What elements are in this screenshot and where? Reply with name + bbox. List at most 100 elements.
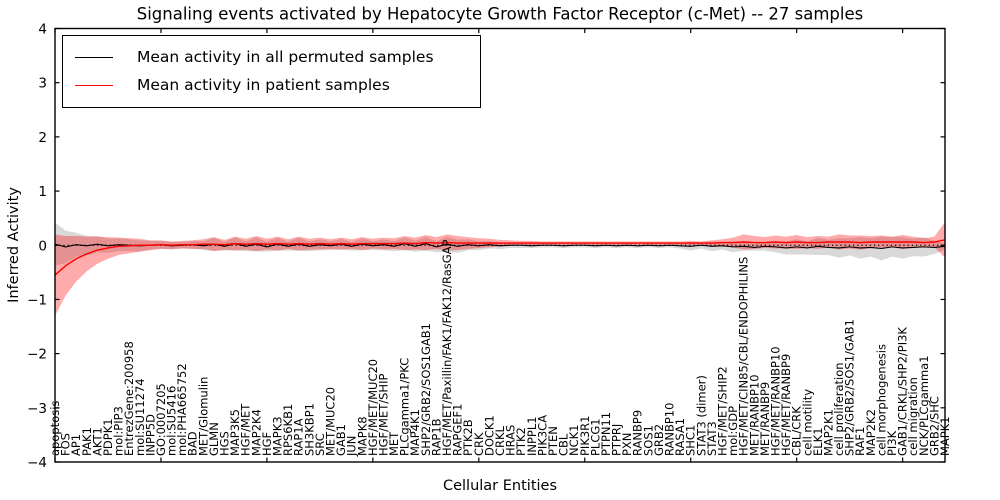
x-tick-label: BAD [186,431,200,456]
x-tick-label: JUN [345,436,359,457]
x-tick-label: SHP2/GRB2/SOS1GAB1 [419,323,433,456]
x-tick-label: HGF/MET/Paxillin/FAK1/FAK12/RasGAP [440,239,454,456]
x-tick-label: cell motility [800,389,814,456]
x-tick-label: SHP2/GRB2/SOS1/GAB1 [843,319,857,456]
patient-mean-line [54,239,946,276]
x-tick-label: RASA1 [673,418,687,456]
x-tick-label: DOCK1 [482,415,496,456]
x-tick-label: GRB2/SHC [927,396,941,456]
x-tick-label: AKT1 [90,427,104,456]
x-tick-label: MAP2K4 [249,409,263,456]
y-tick-label: 3 [38,76,47,92]
x-tick-label: SH3KBP1 [302,403,316,456]
x-tick-label: MET/MUC20 [323,387,337,456]
x-tick-label: PAK1 [80,427,94,456]
y-axis-label: Inferred Activity [6,187,22,303]
x-tick-label: PLCG1 [588,418,602,456]
x-tick-label: INPP5D [143,414,157,456]
x-tick-label: PTPRJ [610,424,624,456]
x-tick-label: FOS [59,433,73,456]
x-tick-label: SRC [313,433,327,456]
x-tick-label: PXN [620,433,634,456]
y-tick-label: 0 [38,238,47,254]
x-tick-label: STAT3 [705,421,719,456]
x-tick-label: MET/RANBP9 [758,382,772,456]
patient-band [55,221,945,316]
legend-entry-patient: Mean activity in patient samples [75,71,434,99]
x-tick-label: RANBP10 [663,403,677,456]
x-tick-label: PIK3R1 [578,416,592,457]
permuted-band [55,222,945,266]
x-tick-label: HGF/MET/MUC20 [366,359,380,456]
x-tick-label: GAB1 [334,424,348,456]
x-tick-label: RAP1A [292,418,306,456]
x-tick-label: HGF/MET/CIN85/CBL/ENDOPHILINS [737,257,751,456]
x-tick-label: GO:0007205 [154,383,168,456]
legend-line-permuted-icon [75,56,113,58]
x-tick-label: CBL/CRK [790,406,804,456]
x-tick-label: PDPK1 [101,418,115,456]
x-tick-label: AP1 [69,434,83,456]
x-tick-label: RPS6KB1 [281,404,295,456]
x-tick-label: mol:SU11274 [133,378,147,456]
legend-entry-permuted: Mean activity in all permuted samples [75,43,434,71]
x-tick-label: HGF/MET/RANBP10 [768,346,782,456]
x-tick-label: GLMN [207,422,221,456]
x-tick-label: MAPK8 [355,416,369,456]
x-tick-label: SOS1 [641,425,655,456]
x-tick-label: cell proliferation [832,362,846,456]
x-tick-label: HGF [260,432,274,456]
legend: Mean activity in all permuted samples Me… [62,35,481,108]
y-tick-label: −3 [27,401,47,417]
x-tick-label: apoptosis [48,401,62,456]
x-tick-label: MAP2K2 [864,409,878,456]
x-tick-label: CBL [557,433,571,456]
x-tick-label: PI3K [885,430,899,456]
x-tick-label: GRB2 [652,424,666,456]
x-tick-label: mol:SU5416 [165,386,179,456]
x-tick-label: RANBP9 [631,410,645,456]
x-tick-label: MET/Glomulin [196,377,210,456]
x-tick-label: SHC1 [684,425,698,456]
x-tick-label: RAPGEF1 [451,404,465,456]
y-tick-label: −4 [27,455,47,471]
x-tick-label: HGF/MET [239,403,253,456]
legend-line-patient-icon [75,84,113,86]
x-tick-label: HGS [218,431,232,456]
x-tick-label: PTK2 [514,427,528,456]
x-tick-label: CRKL [493,425,507,456]
y-tick-label: 4 [38,22,47,38]
x-tick-label: STAT3 (dimer) [694,375,708,456]
x-tick-label: NCK1 [567,425,581,457]
x-tick-label: cell migration [906,377,920,456]
x-tick-label: GAB1/CRKL/SHP2/PI3K [896,327,910,456]
x-tick-label: HGF/MET/SHIP2 [716,366,730,456]
x-axis-label: Cellular Entities [442,478,558,494]
x-tick-label: HGF/MET/SHIP [376,374,390,456]
x-tick-label: CRK [472,432,486,456]
x-tick-label: RAP1B [429,418,443,456]
y-tick-label: −2 [27,347,47,363]
x-tick-label: HRAS [504,425,518,456]
x-tick-label: PTK2B [461,419,475,456]
permuted-mean-line [54,243,946,250]
x-tick-label: HGF/MET/RANBP9 [779,354,793,456]
x-tick-label: mol:PHA665752 [175,363,189,456]
x-tick-label: INPPL1 [525,416,539,456]
x-tick-label: ELK1 [811,427,825,456]
x-tick-label: MET/RANBP10 [747,374,761,456]
y-tick-label: 1 [38,184,47,200]
x-tick-label: PLCgamma1/PKC [398,358,412,456]
x-tick-label: mol:GDP [726,406,740,456]
x-tick-label: RAF1 [853,427,867,456]
x-tick-label: PIK3CA [535,415,549,456]
y-tick-label: −1 [27,292,47,308]
x-tick-label: NCK/PLCgamma1 [917,355,931,456]
x-tick-label: PTEN [546,426,560,456]
x-tick-label: MAP4K1 [408,409,422,456]
legend-label-patient: Mean activity in patient samples [137,76,390,94]
x-tick-label: MET [387,431,401,456]
x-tick-label: mol:PIP3 [112,406,126,456]
